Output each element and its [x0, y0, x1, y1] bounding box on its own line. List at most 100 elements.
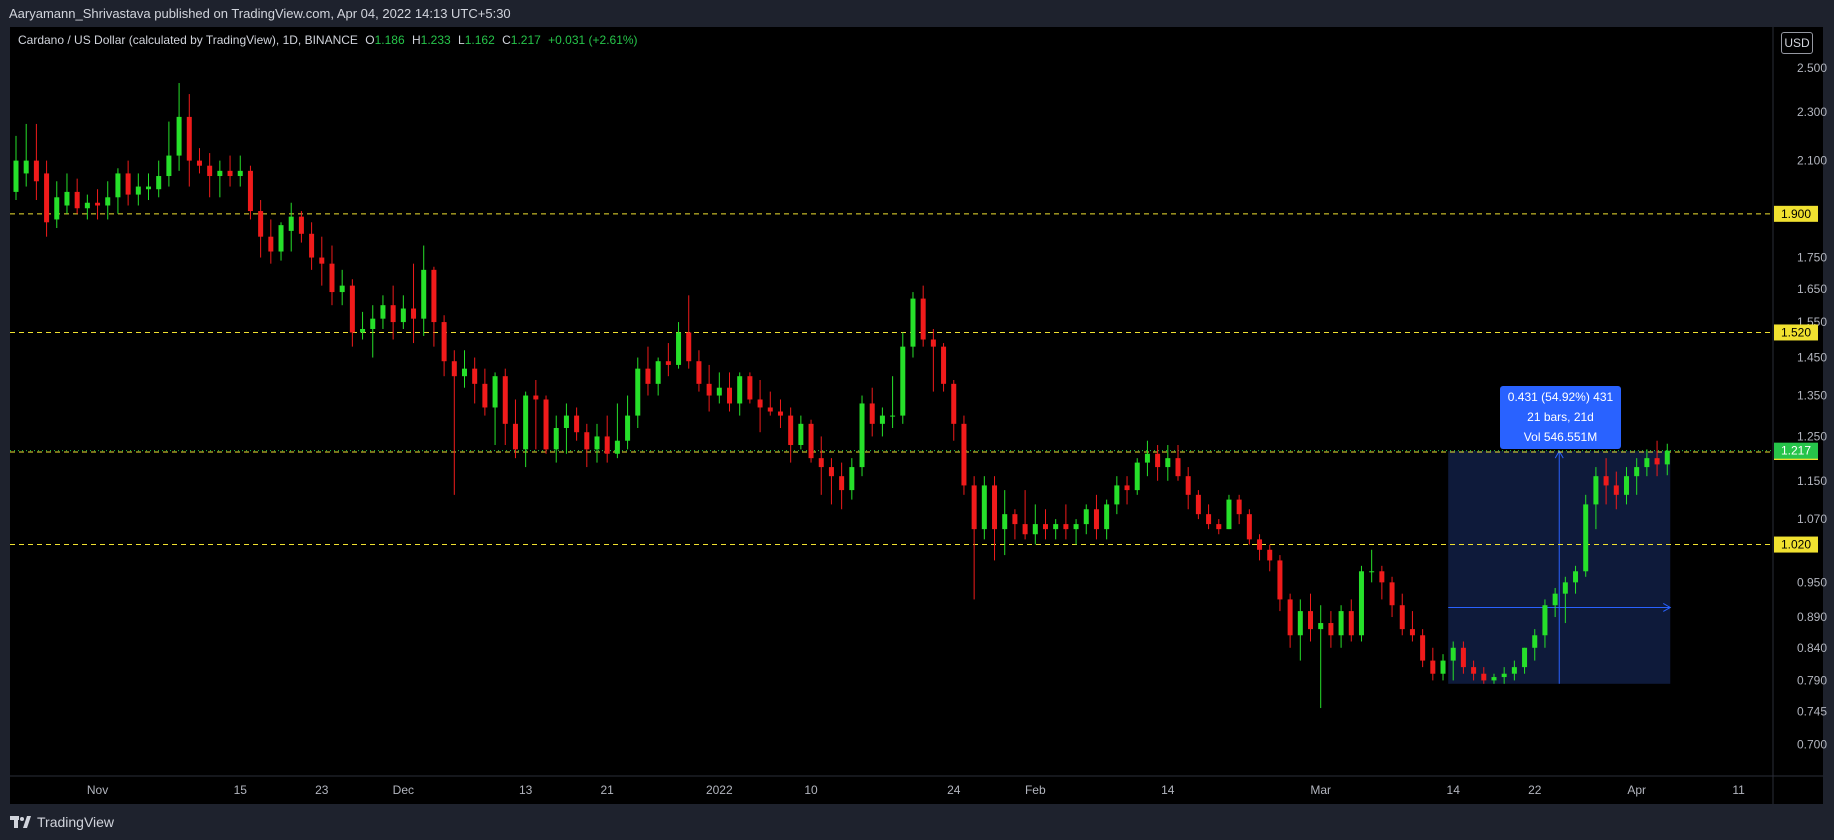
- candle-up: [1165, 458, 1171, 468]
- candle-down: [706, 383, 712, 396]
- measure-arrowhead-up: [1554, 450, 1564, 459]
- high-value: 1.233: [420, 33, 451, 47]
- candle-down: [1236, 499, 1242, 515]
- candle-down: [1399, 605, 1405, 630]
- candle-up: [135, 186, 141, 195]
- candle-up: [1104, 504, 1110, 530]
- candle-down: [1257, 539, 1263, 550]
- candle-down: [1206, 514, 1212, 525]
- candle-down: [441, 322, 447, 362]
- brand-name: TradingView: [37, 814, 115, 830]
- time-tick-label: 13: [519, 783, 533, 797]
- candle-up: [594, 436, 600, 450]
- open-value: 1.186: [374, 33, 405, 47]
- candle-up: [900, 346, 906, 416]
- candle-down: [186, 116, 192, 161]
- candle-up: [492, 376, 498, 408]
- candle-up: [380, 305, 386, 319]
- candle-up: [1226, 499, 1232, 530]
- candle-up: [1450, 647, 1456, 661]
- currency-button[interactable]: USD: [1781, 32, 1813, 54]
- candle-down: [1409, 629, 1415, 636]
- candle-down: [1185, 476, 1191, 495]
- time-tick-label: 15: [234, 783, 248, 797]
- candle-up: [879, 415, 885, 424]
- candle-down: [665, 361, 671, 365]
- candle-up: [890, 415, 896, 417]
- close-label: C: [502, 33, 511, 47]
- candle-down: [1654, 458, 1660, 465]
- last-price-label: 1.217: [1781, 444, 1811, 458]
- candle-down: [472, 368, 478, 384]
- candle-down: [1267, 549, 1273, 561]
- candle-down: [411, 308, 417, 319]
- price-tick-label: 1.650: [1797, 282, 1827, 296]
- high-label: H: [411, 33, 421, 47]
- candle-down: [95, 202, 101, 206]
- candle-down: [1328, 623, 1334, 636]
- level-price-label: 1.520: [1781, 325, 1811, 339]
- candle-up: [1358, 571, 1364, 636]
- candle-up: [1338, 611, 1344, 636]
- candle-down: [1216, 524, 1222, 530]
- candle-up: [288, 216, 294, 231]
- candle-down: [941, 346, 947, 384]
- candle-down: [1155, 453, 1161, 468]
- time-tick-label: 2022: [706, 783, 733, 797]
- candle-up: [1134, 462, 1140, 491]
- low-label: L: [458, 33, 465, 47]
- level-price-label: 1.900: [1781, 207, 1811, 221]
- candle-down: [349, 285, 355, 333]
- candle-down: [196, 160, 202, 166]
- candle-up: [105, 197, 111, 206]
- candle-down: [686, 332, 692, 362]
- measure-bars: 21 bars, 21d: [1527, 410, 1594, 424]
- candle-down: [319, 257, 325, 264]
- symbol-legend: Cardano / US Dollar (calculated by Tradi…: [18, 33, 638, 47]
- candle-down: [808, 423, 814, 459]
- last-price-badge: [1774, 442, 1818, 459]
- publish-header: Aaryamann_Shrivastava published on Tradi…: [0, 0, 1834, 27]
- publish-line: Aaryamann_Shrivastava published on Tradi…: [9, 6, 511, 21]
- measure-tooltip: 0.431 (54.92%) 431 21 bars, 21d Vol 546.…: [1500, 386, 1621, 449]
- candle-up: [625, 415, 631, 441]
- candle-down: [1287, 599, 1293, 636]
- open-label: O: [365, 33, 375, 47]
- candle-down: [533, 395, 539, 400]
- candle-up: [849, 467, 855, 491]
- candle-up: [1114, 485, 1120, 505]
- candle-down: [298, 216, 304, 234]
- candle-up: [737, 376, 743, 404]
- candle-up: [1073, 524, 1079, 530]
- candle-down: [268, 236, 274, 252]
- candle-down: [1093, 509, 1099, 530]
- time-tick-label: 11: [1732, 783, 1745, 797]
- tradingview-icon: [10, 816, 31, 828]
- candle-up: [1532, 635, 1538, 648]
- candle-down: [1481, 673, 1487, 681]
- tradingview-logo[interactable]: TradingView: [10, 812, 114, 832]
- time-tick-label: Feb: [1025, 783, 1046, 797]
- candle-down: [258, 211, 264, 237]
- price-tick-label: 0.950: [1797, 575, 1827, 589]
- candle-up: [217, 170, 223, 177]
- candle-down: [125, 173, 131, 195]
- candle-down: [1277, 560, 1283, 600]
- candle-down: [1042, 524, 1048, 530]
- time-tick-label: 21: [601, 783, 615, 797]
- candle-up: [360, 328, 366, 333]
- candle-down: [512, 423, 518, 450]
- candle-down: [584, 432, 590, 450]
- candle-down: [1603, 476, 1609, 486]
- time-tick-label: Apr: [1627, 783, 1646, 797]
- candle-up: [1552, 593, 1558, 606]
- candle-up: [166, 155, 172, 177]
- candle-up: [1297, 611, 1303, 636]
- candle-down: [1175, 458, 1181, 477]
- candle-down: [828, 467, 834, 477]
- time-tick-label: Mar: [1310, 783, 1331, 797]
- measure-change: 0.431 (54.92%) 431: [1507, 390, 1614, 404]
- candle-down: [645, 368, 651, 384]
- candle-down: [839, 476, 845, 491]
